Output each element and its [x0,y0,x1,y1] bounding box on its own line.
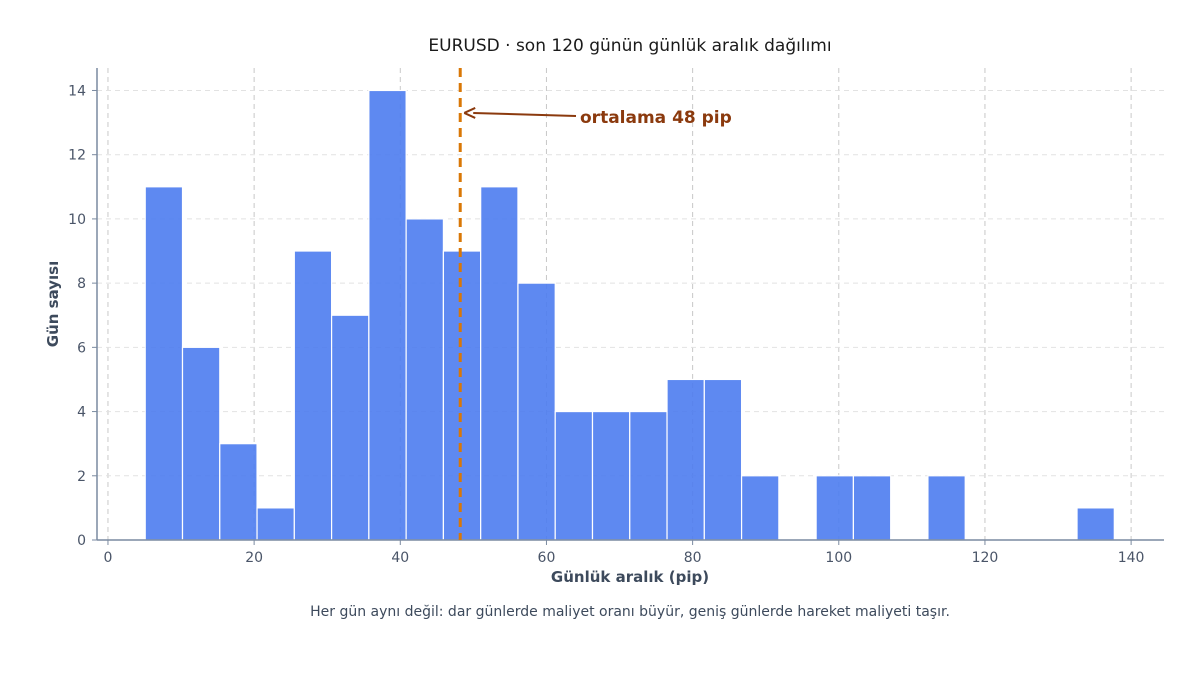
histogram-bar [144,186,184,541]
x-tick-label: 40 [391,550,409,566]
chart-title: EURUSD · son 120 günün günlük aralık dağ… [428,36,831,56]
histogram-bar [293,250,333,541]
histogram-bar [480,186,519,541]
histogram-bar [927,475,966,541]
histogram-bar [330,314,370,541]
ticks-layer: 0 20 40 60 80 100 120 140 0 2 4 6 8 10 12 14 [68,83,1144,566]
x-tick-label: 60 [538,550,556,566]
histogram-bar [517,282,556,541]
histogram-bar [554,410,594,541]
x-tick-label: 20 [245,550,263,566]
histogram-bar [591,410,631,541]
y-axis-label: Gün sayısı [44,261,62,347]
y-tick-label: 12 [68,148,86,164]
histogram-bar [442,250,482,541]
mean-annotation-arrowhead [463,107,476,119]
x-axis-label: Günlük aralık (pip) [551,568,709,586]
y-tick-label: 14 [68,83,86,99]
histogram-bar [703,378,743,541]
mean-annotation-arrow [473,111,577,117]
histogram-bar [629,410,668,541]
x-tick-label: 80 [684,550,702,566]
histogram-bar [740,475,780,541]
histogram-bar [666,378,705,541]
y-tick-label: 0 [77,533,86,549]
axes-layer [96,68,1164,541]
y-tick-label: 8 [77,276,86,292]
y-tick-label: 2 [77,469,86,485]
histogram-bar [368,89,407,541]
x-tick-label: 120 [972,550,999,566]
histogram-bar [181,346,221,541]
histogram-bar [219,443,258,541]
x-tick-label: 0 [104,550,113,566]
mean-layer: ortalama 48 pip [458,68,732,540]
histogram-bar [815,475,855,541]
x-tick-label: 140 [1118,550,1145,566]
bars-layer [144,89,1115,541]
y-tick-label: 4 [77,405,86,421]
x-tick-label: 100 [825,550,852,566]
y-tick-label: 6 [77,340,86,356]
chart-caption: Her gün aynı değil: dar günlerde maliyet… [310,604,950,620]
y-tick-label: 10 [68,212,86,228]
histogram-bar [405,218,445,541]
histogram-bar [256,507,295,541]
histogram-bar [852,475,892,541]
mean-annotation-label: ortalama 48 pip [580,108,732,128]
histogram-bar [1076,507,1115,541]
